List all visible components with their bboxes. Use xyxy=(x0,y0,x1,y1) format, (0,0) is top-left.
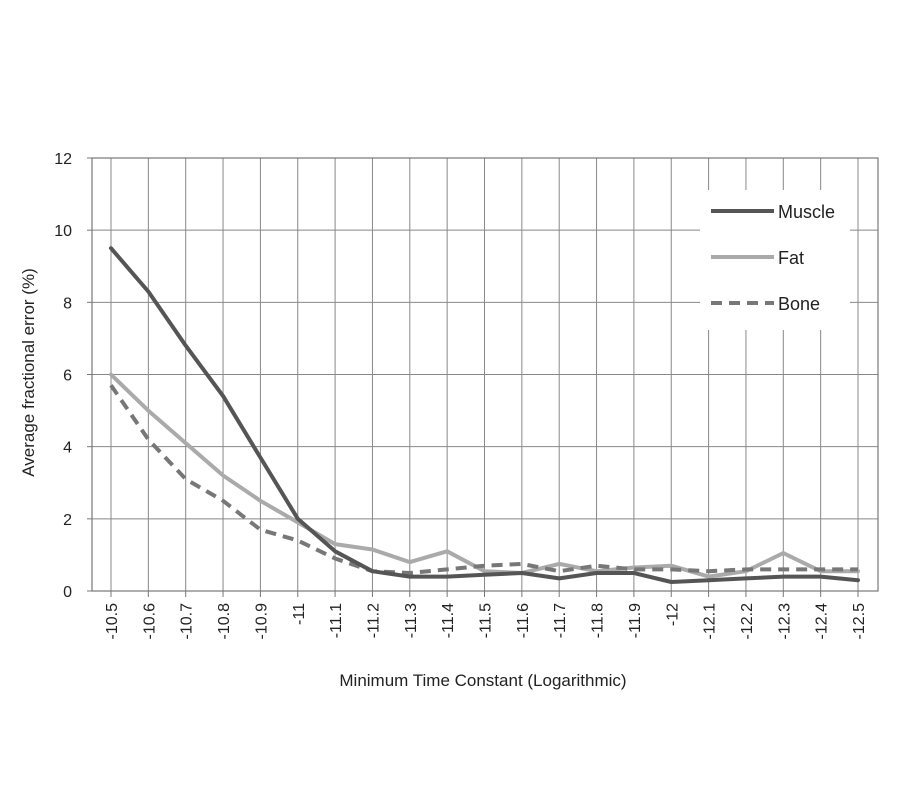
x-tick-label: -10.6 xyxy=(141,603,158,640)
x-tick-label: -11.2 xyxy=(365,603,382,638)
x-tick-label: -11.8 xyxy=(590,603,607,638)
x-tick-label: -10.8 xyxy=(216,603,233,640)
y-tick-label: 10 xyxy=(54,223,72,240)
x-tick-label: -12.2 xyxy=(739,603,756,640)
y-tick-label: 2 xyxy=(63,512,72,529)
y-tick-label: 12 xyxy=(54,151,72,168)
x-tick-label: -12 xyxy=(664,603,681,626)
y-tick-label: 6 xyxy=(63,368,72,385)
x-tick-label: -11 xyxy=(291,603,308,625)
legend-label-bone: Bone xyxy=(778,294,820,314)
x-tick-label: -10.5 xyxy=(104,603,121,640)
y-tick-label: 4 xyxy=(63,440,72,457)
grid-lines xyxy=(92,158,878,591)
series-lines xyxy=(109,246,860,584)
x-axis: -10.5 -10.6 -10.7 -10.8 -10.9 -11 -11.1 -11.2 -1… xyxy=(104,591,868,639)
x-tick-label: -11.3 xyxy=(403,603,420,638)
legend-label-fat: Fat xyxy=(778,248,804,268)
series-line-muscle xyxy=(109,246,860,584)
x-tick-label: -11.5 xyxy=(478,603,495,638)
y-tick-label: 8 xyxy=(63,295,72,312)
x-tick-label: -12.4 xyxy=(814,603,831,640)
y-tick-label: 0 xyxy=(63,584,72,601)
x-tick-label: -11.7 xyxy=(552,603,569,638)
x-tick-label: -11.1 xyxy=(328,603,345,638)
x-tick-label: -11.6 xyxy=(515,603,532,638)
x-tick-label: -12.3 xyxy=(776,603,793,640)
series-line-bone xyxy=(109,384,858,575)
x-tick-label: -11.9 xyxy=(627,603,644,638)
x-axis-title: Minimum Time Constant (Logarithmic) xyxy=(339,671,626,690)
y-axis-title: Average fractional error (%) xyxy=(19,268,38,477)
x-tick-label: -12.5 xyxy=(851,603,868,640)
x-tick-label: -10.9 xyxy=(253,603,270,640)
x-tick-label: -11.4 xyxy=(440,603,457,638)
series-line-fat xyxy=(109,372,860,579)
legend: Muscle Fat Bone xyxy=(700,190,850,330)
y-axis: 0 2 4 6 8 10 12 xyxy=(54,151,92,601)
legend-label-muscle: Muscle xyxy=(778,202,835,222)
legend-background xyxy=(700,190,850,330)
x-tick-label: -10.7 xyxy=(179,603,196,640)
x-tick-label: -12.1 xyxy=(702,603,719,640)
